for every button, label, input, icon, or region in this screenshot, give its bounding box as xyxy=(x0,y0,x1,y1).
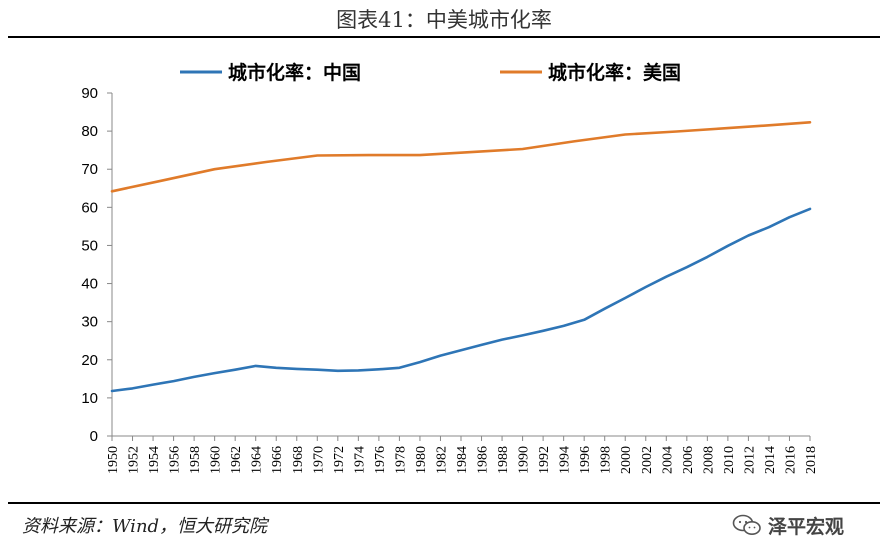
series-lines xyxy=(110,121,812,393)
x-tick-label: 1970 xyxy=(311,446,326,474)
x-tick-label: 2006 xyxy=(681,446,696,474)
y-tick-label: 60 xyxy=(81,199,98,216)
legend-label: 城市化率：中国 xyxy=(228,61,361,84)
x-tick-label: 2014 xyxy=(763,446,778,474)
x-tick-label: 1994 xyxy=(558,446,573,474)
watermark: 泽平宏观 xyxy=(732,512,844,538)
y-tick-label: 70 xyxy=(81,161,98,178)
series-line-usa xyxy=(110,121,812,193)
x-tick-label: 1950 xyxy=(106,446,121,474)
y-tick-label: 80 xyxy=(81,123,98,140)
x-tick-label: 1982 xyxy=(434,446,449,474)
legend-label: 城市化率：美国 xyxy=(548,61,681,84)
y-tick-label: 0 xyxy=(90,428,98,445)
x-tick-label: 1974 xyxy=(352,446,367,474)
x-tick-label: 1952 xyxy=(127,446,142,474)
x-tick-label: 1964 xyxy=(250,446,265,474)
x-tick-label: 2008 xyxy=(701,446,716,474)
chart-title: 图表41：中美城市化率 xyxy=(336,8,552,32)
y-tick-label: 10 xyxy=(81,390,98,407)
y-tick-label: 40 xyxy=(81,276,98,293)
x-tick-label: 2018 xyxy=(804,446,819,474)
x-tick-label: 1990 xyxy=(517,446,532,474)
x-tick-label: 1978 xyxy=(393,446,408,474)
x-tick-label: 1992 xyxy=(537,446,552,474)
x-tick-label: 1960 xyxy=(209,446,224,474)
x-tick-label: 1968 xyxy=(291,446,306,474)
x-tick-label: 1962 xyxy=(229,446,244,474)
x-tick-label: 1986 xyxy=(476,446,491,474)
top-rule xyxy=(8,36,880,38)
x-tick-label: 1996 xyxy=(578,446,593,474)
source-note: 资料来源：Wind，恒大研究院 xyxy=(22,516,268,537)
legend: 城市化率：中国 城市化率：美国 xyxy=(180,61,681,84)
x-tick-label: 1988 xyxy=(496,446,511,474)
y-tick-label: 90 xyxy=(81,85,98,102)
x-tick-label: 1956 xyxy=(168,446,183,474)
x-tick-label: 2012 xyxy=(742,446,757,474)
x-tick-label: 2004 xyxy=(660,446,675,474)
bottom-rule xyxy=(8,502,880,504)
x-tick-label: 1954 xyxy=(147,446,162,474)
x-tick-label: 2002 xyxy=(640,446,655,474)
x-tick-label: 1976 xyxy=(373,446,388,474)
x-tick-label: 1998 xyxy=(599,446,614,474)
x-tick-label: 1958 xyxy=(188,446,203,474)
x-tick-label: 1984 xyxy=(455,446,470,474)
x-tick-label: 1980 xyxy=(414,446,429,474)
watermark-text: 泽平宏观 xyxy=(768,515,845,538)
axes: 0 10 20 30 40 50 60 70 80 90 1950 1952 1954 1956 1958 1… xyxy=(81,85,819,474)
series-line-china xyxy=(110,207,812,393)
y-tick-label: 30 xyxy=(81,314,98,331)
x-tick-label: 1972 xyxy=(332,446,347,474)
x-tick-label: 2010 xyxy=(722,446,737,474)
y-tick-label: 50 xyxy=(81,237,98,254)
x-tick-label: 2016 xyxy=(783,446,798,474)
x-tick-label: 1966 xyxy=(270,446,285,474)
x-tick-label: 2000 xyxy=(619,446,634,474)
y-tick-label: 20 xyxy=(81,352,98,369)
wechat-icon xyxy=(732,514,761,535)
